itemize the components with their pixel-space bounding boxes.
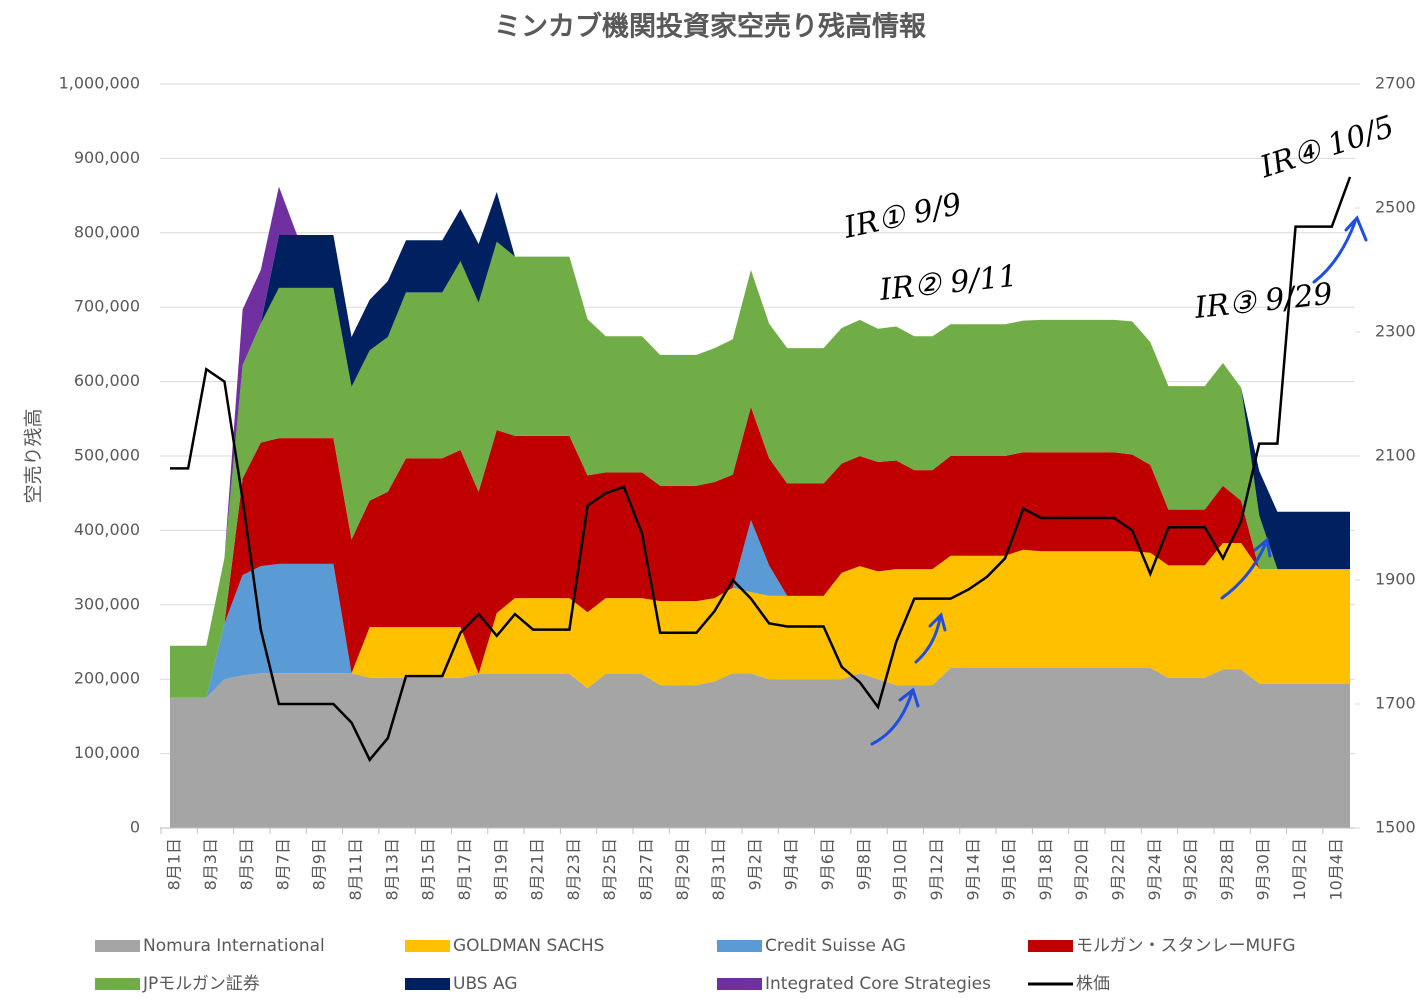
legend-swatch: [95, 940, 140, 952]
area: [170, 186, 1350, 646]
y2-tick-label: 1900: [1375, 570, 1416, 589]
x-tick-label: 8月25日: [600, 838, 619, 901]
x-tick-label: 9月16日: [1000, 838, 1019, 901]
legend-label: モルガン・スタンレーMUFG: [1076, 936, 1296, 956]
x-tick-label: 10月2日: [1290, 838, 1309, 901]
annotation: IR① 9/9: [840, 187, 965, 246]
x-tick-label: 8月5日: [237, 838, 256, 890]
area: [170, 543, 1350, 698]
legend-swatch: [405, 978, 450, 990]
x-tick-label: 9月6日: [818, 838, 837, 890]
x-tick-label: 9月20日: [1072, 838, 1091, 901]
y-tick-label: 300,000: [74, 594, 140, 613]
x-tick-label: 8月29日: [673, 838, 692, 901]
x-tick-label: 8月17日: [455, 838, 474, 901]
area: [170, 668, 1350, 828]
legend-label: GOLDMAN SACHS: [453, 936, 604, 956]
y-tick-label: 100,000: [74, 743, 140, 762]
y-tick-label: 400,000: [74, 520, 140, 539]
arrows: [870, 215, 1368, 746]
x-tick-label: 9月30日: [1254, 838, 1273, 901]
y2-tick-label: 2500: [1375, 198, 1416, 217]
arrow: [914, 612, 947, 664]
x-tick-label: 9月26日: [1181, 838, 1200, 901]
y-tick-label: 800,000: [74, 222, 140, 241]
legend-label: JPモルガン証券: [142, 974, 260, 994]
x-tick-label: 8月15日: [419, 838, 438, 901]
x-tick-label: 8月1日: [165, 838, 184, 890]
legend-label: 株価: [1076, 974, 1110, 994]
x-tick-label: 8月23日: [564, 838, 583, 901]
plot-area: 0 100,000 200,000 300,000 400,000 500,000 600,…: [59, 74, 1416, 901]
legend-swatch: [95, 978, 140, 990]
x-tick-label: 9月22日: [1109, 838, 1128, 901]
legend-label: Integrated Core Strategies: [765, 974, 991, 994]
arrow: [1312, 215, 1368, 284]
legend-swatch: [717, 940, 762, 952]
chart-title: ミンカブ機関投資家空売り残高情報: [494, 11, 927, 43]
x-tick-label: 8月3日: [201, 838, 220, 890]
y-tick-label: 0: [130, 818, 140, 837]
y2-tick-label: 2300: [1375, 322, 1416, 341]
y-tick-label: 500,000: [74, 446, 140, 465]
area: [170, 519, 1350, 698]
legend-label: Credit Suisse AG: [765, 936, 906, 956]
x-tick-label: 8月7日: [273, 838, 292, 890]
y2-tick-label: 2100: [1375, 446, 1416, 465]
y-tick-label: 700,000: [74, 297, 140, 316]
annotation: IR② 9/11: [877, 259, 1019, 308]
x-tick-label: 9月24日: [1145, 838, 1164, 901]
legend-label: Nomura International: [143, 936, 325, 956]
annotation: IR④ 10/5: [1255, 109, 1398, 185]
legend-swatch: [717, 978, 762, 990]
legend-label: UBS AG: [453, 974, 518, 994]
x-tick-label: 8月19日: [491, 838, 510, 901]
x-tick-label: 9月14日: [963, 838, 982, 901]
y-tick-label: 900,000: [74, 148, 140, 167]
arrow: [1220, 537, 1272, 600]
x-tick-label: 8月11日: [346, 838, 365, 901]
y-tick-label: 200,000: [74, 669, 140, 688]
x-tick-label: 9月28日: [1217, 838, 1236, 901]
y-tick-label: 1,000,000: [59, 74, 140, 93]
x-tick-label: 9月4日: [782, 838, 801, 890]
x-tick-label: 9月8日: [854, 838, 873, 890]
legend-swatch: [1028, 940, 1073, 952]
x-tick-label: 10月4日: [1326, 838, 1345, 901]
x-tick-label: 9月2日: [745, 838, 764, 890]
x-tick-label: 8月21日: [528, 838, 547, 901]
y-tick-label: 600,000: [74, 371, 140, 390]
y2-tick-label: 1700: [1375, 694, 1416, 713]
legend-swatch: [405, 940, 450, 952]
x-tick-label: 8月31日: [709, 838, 728, 901]
x-tick-label: 9月18日: [1036, 838, 1055, 901]
y2-tick-label: 1500: [1375, 818, 1416, 837]
arrow: [870, 687, 920, 746]
y2-tick-label: 2700: [1375, 74, 1416, 93]
area: [170, 241, 1350, 698]
area: [170, 406, 1350, 698]
annotation: IR③ 9/29: [1192, 277, 1334, 326]
price-line: [170, 176, 1352, 763]
x-tick-label: 8月27日: [637, 838, 656, 901]
x-tick-label: 9月10日: [891, 838, 910, 901]
area: [170, 191, 1350, 646]
x-tick-label: 8月13日: [382, 838, 401, 901]
x-tick-label: 8月9日: [310, 838, 329, 890]
y-axis-label: 空売り残高: [23, 408, 45, 503]
x-tick-label: 9月12日: [927, 838, 946, 901]
